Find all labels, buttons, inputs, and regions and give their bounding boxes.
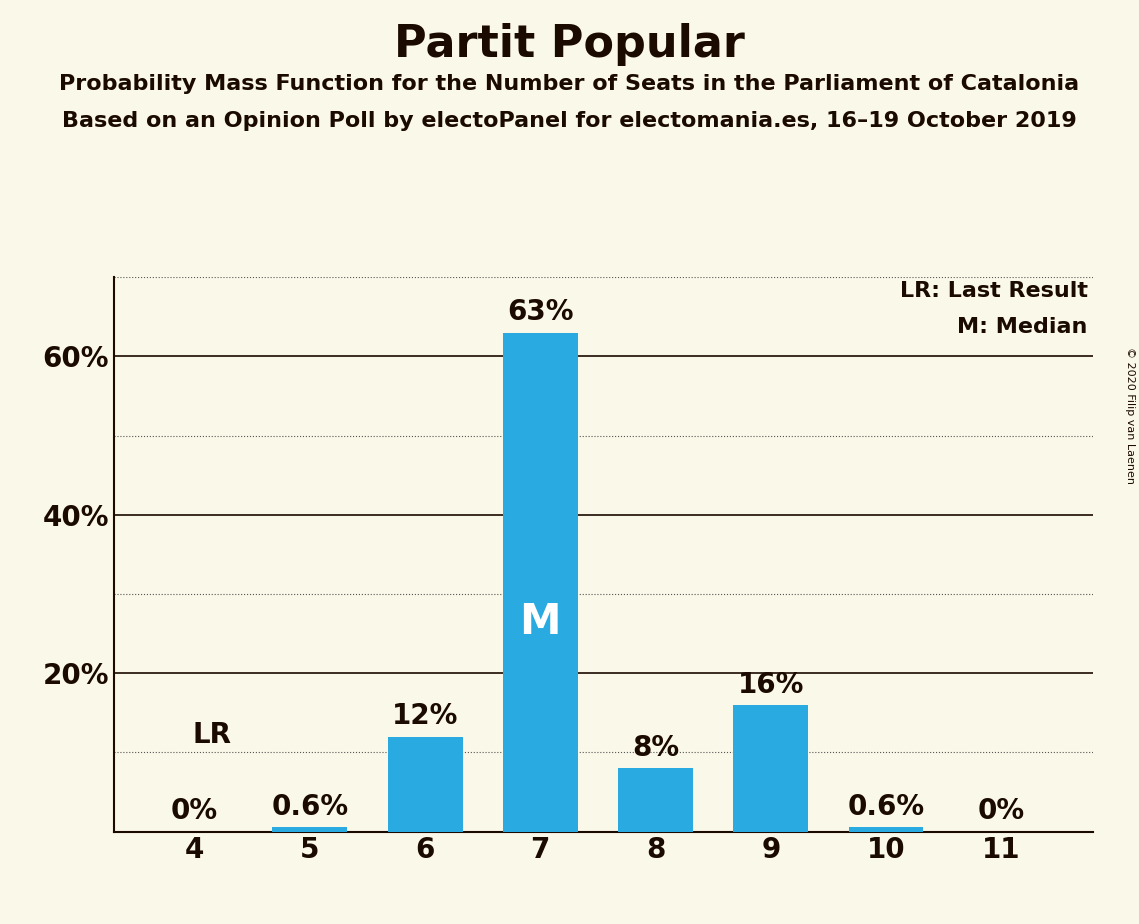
Bar xyxy=(387,736,462,832)
Bar xyxy=(272,827,347,832)
Text: © 2020 Filip van Laenen: © 2020 Filip van Laenen xyxy=(1125,347,1134,484)
Text: 0.6%: 0.6% xyxy=(271,793,349,821)
Text: 63%: 63% xyxy=(507,298,574,326)
Bar xyxy=(734,705,809,832)
Text: LR: LR xyxy=(192,722,231,749)
Text: 16%: 16% xyxy=(738,671,804,699)
Text: 0%: 0% xyxy=(977,797,1025,825)
Text: Based on an Opinion Poll by electoPanel for electomania.es, 16–19 October 2019: Based on an Opinion Poll by electoPanel … xyxy=(63,111,1076,131)
Bar xyxy=(618,768,693,832)
Text: Probability Mass Function for the Number of Seats in the Parliament of Catalonia: Probability Mass Function for the Number… xyxy=(59,74,1080,94)
Text: 8%: 8% xyxy=(632,734,679,762)
Text: 0.6%: 0.6% xyxy=(847,793,925,821)
Text: Partit Popular: Partit Popular xyxy=(394,23,745,67)
Text: M: Median: M: Median xyxy=(957,317,1088,337)
Text: 0%: 0% xyxy=(171,797,219,825)
Text: LR: Last Result: LR: Last Result xyxy=(900,281,1088,301)
Bar xyxy=(502,333,577,832)
Bar xyxy=(849,827,924,832)
Text: M: M xyxy=(519,601,562,643)
Text: 12%: 12% xyxy=(392,702,458,730)
